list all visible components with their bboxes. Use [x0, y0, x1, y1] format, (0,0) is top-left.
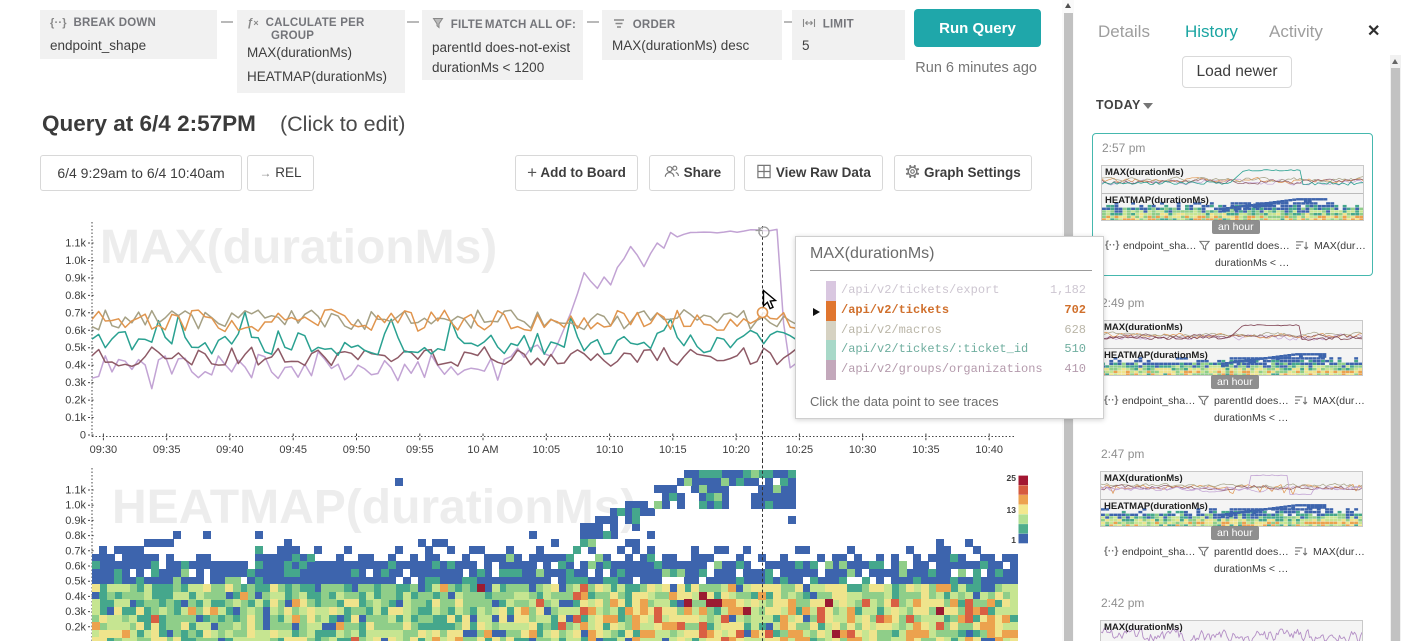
- svg-text:1.1k: 1.1k: [65, 485, 86, 497]
- svg-text:1: 1: [1011, 535, 1016, 545]
- svg-text:10:05: 10:05: [533, 444, 561, 456]
- svg-text:13: 13: [1007, 505, 1017, 515]
- svg-text:10:40: 10:40: [975, 444, 1003, 456]
- svg-text:09:50: 09:50: [343, 444, 371, 456]
- svg-text:0.9k: 0.9k: [65, 515, 86, 527]
- svg-text:0.8k: 0.8k: [65, 290, 86, 302]
- svg-text:0.1k: 0.1k: [65, 412, 86, 424]
- svg-text:0.6k: 0.6k: [65, 325, 86, 337]
- svg-text:10:15: 10:15: [659, 444, 687, 456]
- svg-text:0.5k: 0.5k: [65, 576, 86, 588]
- svg-text:0.9k: 0.9k: [65, 272, 86, 284]
- svg-text:10 AM: 10 AM: [467, 444, 498, 456]
- svg-text:0.7k: 0.7k: [65, 545, 86, 557]
- svg-text:0: 0: [80, 430, 86, 442]
- svg-text:0.5k: 0.5k: [65, 342, 86, 354]
- svg-text:10:20: 10:20: [722, 444, 750, 456]
- svg-text:10:10: 10:10: [596, 444, 624, 456]
- svg-text:09:55: 09:55: [406, 444, 434, 456]
- svg-text:0.3k: 0.3k: [65, 377, 86, 389]
- svg-text:0.4k: 0.4k: [65, 591, 86, 603]
- svg-text:0.7k: 0.7k: [65, 307, 86, 319]
- svg-text:10:35: 10:35: [912, 444, 940, 456]
- svg-text:1.0k: 1.0k: [65, 500, 86, 512]
- svg-text:0.6k: 0.6k: [65, 561, 86, 573]
- svg-text:1.1k: 1.1k: [65, 238, 86, 250]
- svg-text:0.8k: 0.8k: [65, 530, 86, 542]
- svg-text:1.0k: 1.0k: [65, 255, 86, 267]
- svg-text:10:25: 10:25: [786, 444, 814, 456]
- svg-text:09:35: 09:35: [153, 444, 181, 456]
- svg-text:09:40: 09:40: [216, 444, 244, 456]
- svg-text:HEATMAP(durationMs): HEATMAP(durationMs): [112, 481, 636, 534]
- svg-text:10:30: 10:30: [849, 444, 877, 456]
- svg-text:09:45: 09:45: [279, 444, 307, 456]
- svg-text:MAX(durationMs): MAX(durationMs): [100, 221, 497, 274]
- svg-text:09:30: 09:30: [90, 444, 118, 456]
- svg-text:0.3k: 0.3k: [65, 606, 86, 618]
- svg-text:25: 25: [1007, 473, 1017, 483]
- svg-text:0.2k: 0.2k: [65, 621, 86, 633]
- svg-text:0.2k: 0.2k: [65, 395, 86, 407]
- svg-text:0.4k: 0.4k: [65, 360, 86, 372]
